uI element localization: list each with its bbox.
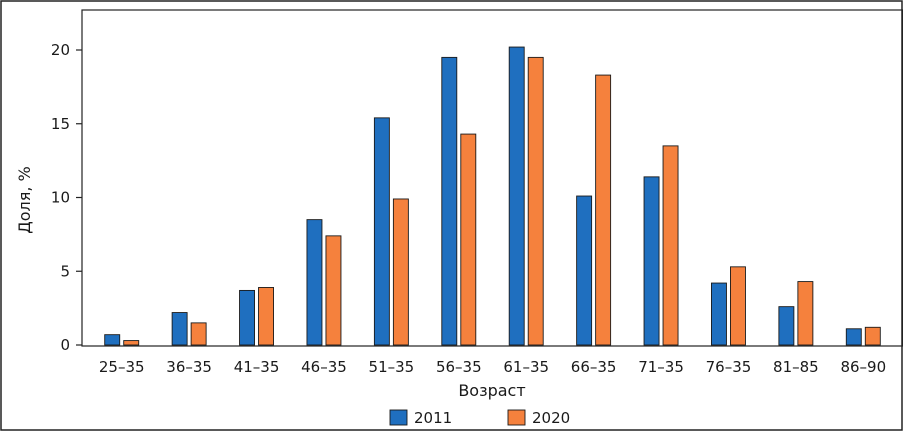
bar-2011-0 bbox=[104, 334, 121, 346]
x-tick-label: 41–35 bbox=[234, 358, 280, 376]
bars-group bbox=[104, 46, 881, 346]
y-axis-title: Доля, % bbox=[15, 166, 34, 234]
x-tick-label: 51–35 bbox=[369, 358, 415, 376]
bar-2020-9 bbox=[730, 266, 746, 346]
legend-swatch-2020 bbox=[507, 409, 526, 426]
bar-2011-3 bbox=[306, 219, 323, 346]
bar-2020-0 bbox=[123, 340, 140, 346]
bar-2011-5 bbox=[441, 56, 458, 346]
bar-2011-1 bbox=[171, 312, 188, 346]
y-tick-label: 20 bbox=[51, 41, 70, 59]
plot-frame bbox=[81, 9, 903, 347]
y-tick-label: 0 bbox=[60, 336, 70, 354]
legend-label: 2011 bbox=[414, 409, 452, 427]
y-tick-label: 15 bbox=[51, 115, 70, 133]
bar-2020-7 bbox=[595, 74, 612, 346]
bar-2020-8 bbox=[662, 145, 679, 346]
x-tick-label: 25–35 bbox=[99, 358, 145, 376]
x-axis-ticks: 25–35 36–35 41–35 46–35 51–35 56–35 61–35 66–35… bbox=[99, 358, 886, 376]
y-tick-label: 10 bbox=[51, 189, 70, 207]
bar-2020-3 bbox=[325, 235, 342, 346]
bar-2011-11 bbox=[845, 328, 862, 346]
bar-2011-9 bbox=[711, 282, 727, 346]
x-tick-label: 76–35 bbox=[706, 358, 752, 376]
legend-label: 2020 bbox=[532, 409, 570, 427]
bar-2020-5 bbox=[460, 133, 477, 346]
bar-2011-2 bbox=[239, 289, 255, 346]
x-tick-label: 81–85 bbox=[773, 358, 819, 376]
x-tick-label: 61–35 bbox=[503, 358, 549, 376]
legend: 2011 2020 bbox=[389, 409, 570, 427]
bar-2011-8 bbox=[643, 176, 660, 346]
bar-2020-2 bbox=[258, 287, 274, 346]
bar-2020-1 bbox=[190, 322, 207, 346]
x-tick-label: 71–35 bbox=[638, 358, 684, 376]
bar-2020-11 bbox=[864, 326, 881, 346]
bar-2020-10 bbox=[797, 281, 814, 346]
x-tick-label: 66–35 bbox=[571, 358, 617, 376]
bar-2020-6 bbox=[527, 56, 544, 346]
bar-2020-4 bbox=[392, 198, 409, 346]
legend-swatch-2011 bbox=[389, 409, 408, 426]
bar-2011-4 bbox=[373, 117, 390, 346]
bar-2011-6 bbox=[508, 46, 525, 346]
y-tick-label: 5 bbox=[60, 262, 70, 280]
bar-2011-7 bbox=[576, 195, 593, 346]
x-tick-label: 46–35 bbox=[301, 358, 347, 376]
x-tick-label: 36–35 bbox=[166, 358, 212, 376]
x-axis-title: Возраст bbox=[458, 381, 525, 400]
y-axis-ticks: 0 5 10 15 20 bbox=[51, 41, 82, 354]
x-tick-label: 86–90 bbox=[840, 358, 886, 376]
bar-2011-10 bbox=[778, 306, 795, 346]
x-tick-label: 56–35 bbox=[436, 358, 482, 376]
